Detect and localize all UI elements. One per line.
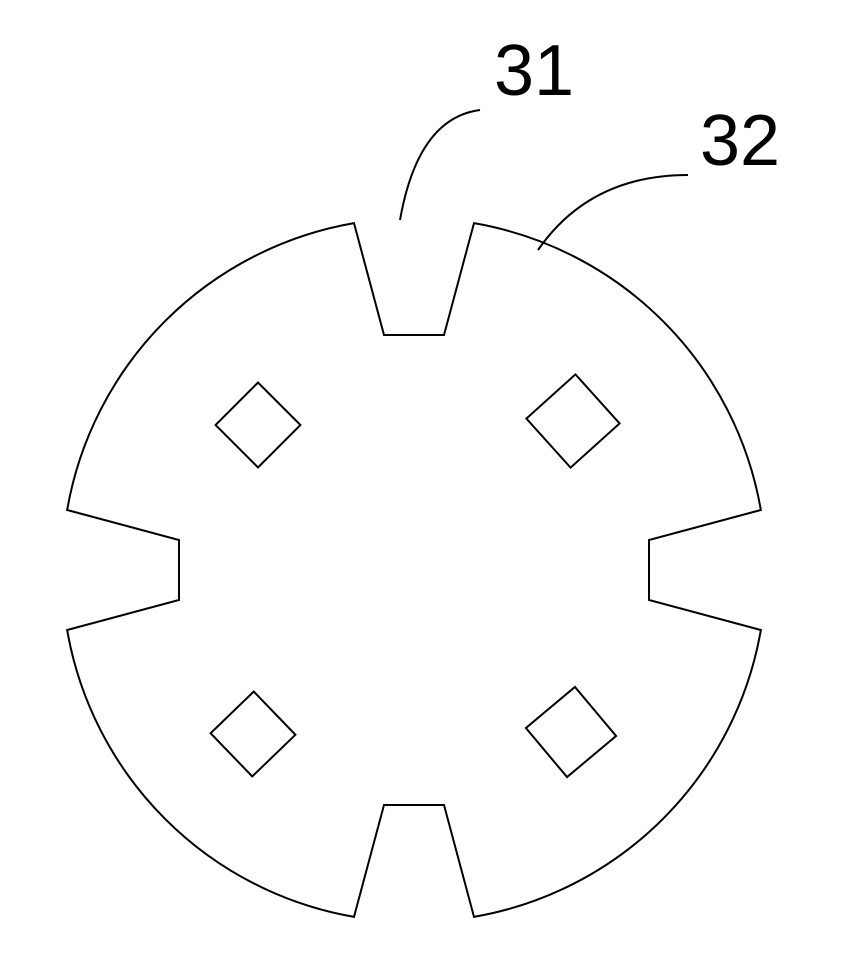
square-hole (526, 687, 616, 777)
square-hole (216, 383, 301, 468)
label-32: 32 (700, 101, 780, 181)
technical-figure: 31 32 (0, 0, 864, 978)
label-31: 31 (494, 31, 574, 111)
leader-31 (400, 110, 480, 220)
callout-labels: 31 32 (494, 31, 780, 181)
leader-lines (400, 110, 688, 250)
leader-32 (538, 175, 688, 250)
square-hole (526, 374, 619, 467)
part-outline (67, 223, 761, 917)
square-holes (211, 374, 620, 777)
square-hole (211, 692, 296, 777)
notched-disc-outline (67, 223, 761, 917)
